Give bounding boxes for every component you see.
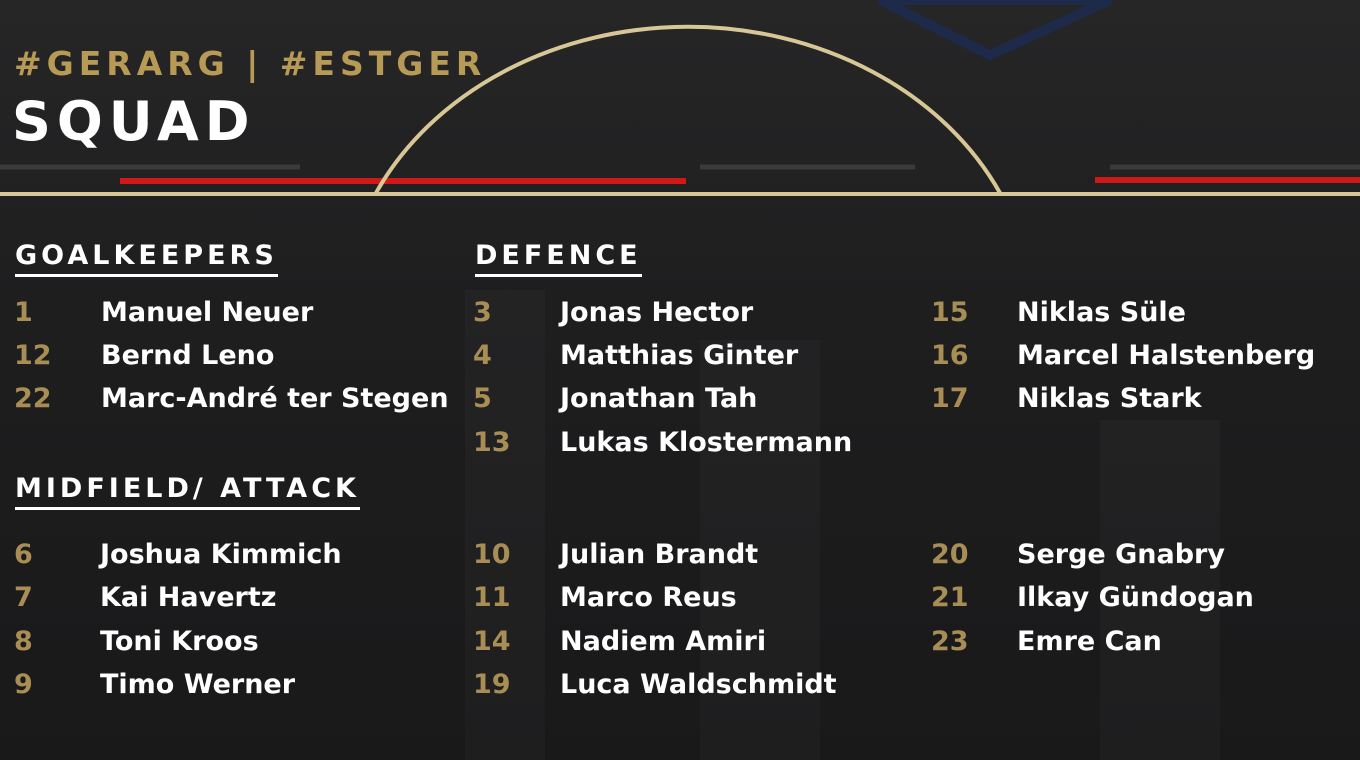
player-number: 5 (473, 383, 492, 414)
player-number: 11 (473, 582, 511, 613)
player-name: Emre Can (1017, 626, 1162, 657)
player-name: Nadiem Amiri (560, 626, 767, 657)
player-number: 22 (14, 383, 52, 414)
player-number: 13 (473, 427, 511, 458)
heading-defence: DEFENCE (475, 240, 642, 277)
player-name: Manuel Neuer (101, 297, 314, 328)
player-number: 15 (931, 297, 969, 328)
player-name: Serge Gnabry (1017, 539, 1225, 570)
heading-midfield: MIDFIELD/ ATTACK (15, 473, 360, 510)
player-number: 8 (14, 626, 33, 657)
player-name: Ilkay Gündogan (1017, 582, 1254, 613)
player-name: Lukas Klostermann (560, 427, 853, 458)
player-name: Niklas Stark (1017, 383, 1202, 414)
heading-goalkeepers: GOALKEEPERS (15, 240, 278, 277)
player-name: Luca Waldschmidt (560, 669, 837, 700)
player-number: 21 (931, 582, 969, 613)
player-number: 1 (14, 297, 33, 328)
player-number: 6 (14, 539, 33, 570)
player-number: 16 (931, 340, 969, 371)
player-number: 9 (14, 669, 33, 700)
player-name: Marc-André ter Stegen (101, 383, 449, 414)
player-name: Niklas Süle (1017, 297, 1186, 328)
player-name: Kai Havertz (100, 582, 277, 613)
page-title: SQUAD (12, 90, 256, 153)
player-number: 3 (473, 297, 492, 328)
player-name: Marco Reus (560, 582, 737, 613)
player-name: Jonas Hector (560, 297, 754, 328)
player-name: Marcel Halstenberg (1017, 340, 1316, 371)
player-name: Jonathan Tah (560, 383, 758, 414)
player-name: Toni Kroos (100, 626, 259, 657)
player-number: 19 (473, 669, 511, 700)
player-number: 20 (931, 539, 969, 570)
player-number: 23 (931, 626, 969, 657)
player-number: 12 (14, 340, 52, 371)
player-name: Joshua Kimmich (100, 539, 342, 570)
player-name: Matthias Ginter (560, 340, 799, 371)
player-number: 14 (473, 626, 511, 657)
player-number: 7 (14, 582, 33, 613)
hashtag: #GERARG | #ESTGER (14, 44, 487, 83)
player-number: 4 (473, 340, 492, 371)
player-name: Bernd Leno (101, 340, 275, 371)
player-name: Timo Werner (100, 669, 296, 700)
player-number: 10 (473, 539, 511, 570)
player-number: 17 (931, 383, 969, 414)
player-name: Julian Brandt (560, 539, 759, 570)
